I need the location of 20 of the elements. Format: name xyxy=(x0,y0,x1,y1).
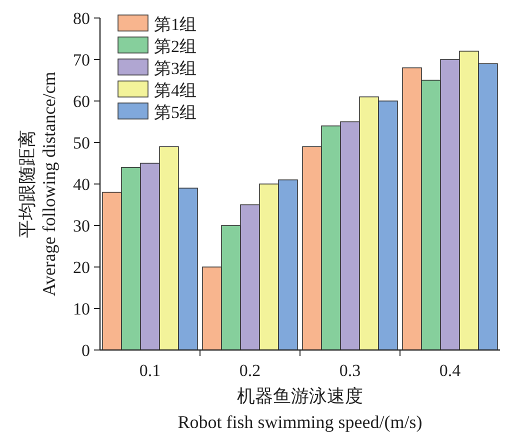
legend-label: 第4组 xyxy=(154,81,196,100)
y-tick-label: 20 xyxy=(73,258,90,277)
y-tick-label: 50 xyxy=(73,134,90,152)
y-tick-label: 80 xyxy=(73,9,90,28)
x-tick-label: 0.1 xyxy=(139,361,161,380)
y-tick-label: 40 xyxy=(73,175,90,194)
y-tick-label: 10 xyxy=(73,300,90,318)
legend-label: 第5组 xyxy=(154,103,196,122)
legend-label: 第3组 xyxy=(154,59,196,78)
legend-label: 第1组 xyxy=(154,15,196,34)
x-axis-title: 机器鱼游泳速度 Robot fish swimming speed/(m/s) xyxy=(178,386,422,432)
x-tick-label: 0.4 xyxy=(439,361,462,380)
y-tick-label: 30 xyxy=(73,216,90,236)
y-tick-label: 0 xyxy=(82,341,90,360)
x-tick-label: 0.3 xyxy=(339,361,361,380)
legend-label: 第2组 xyxy=(154,37,196,56)
x-tick-label: 0.2 xyxy=(239,361,261,380)
y-tick-label: 60 xyxy=(73,92,90,111)
y-tick-label: 70 xyxy=(73,50,90,70)
y-axis-title: 平均跟随距离 Average following distance/cm xyxy=(17,72,59,296)
